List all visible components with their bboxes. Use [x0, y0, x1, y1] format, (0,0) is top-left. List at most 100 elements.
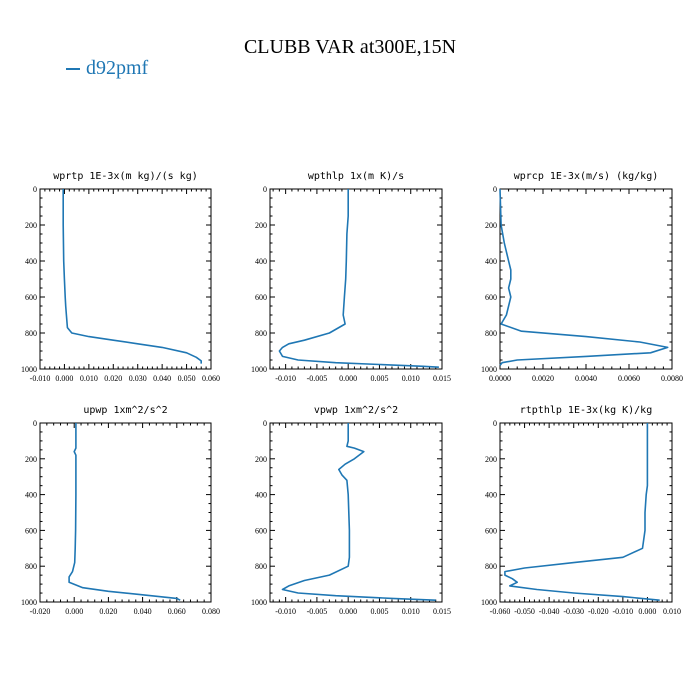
x-tick-label: 0.0000 [489, 374, 511, 383]
subplot-2: wpthlp 1x(m K)/s -0.010 -0.005 0.000 0.005 0.… [251, 171, 451, 383]
series-line [62, 189, 202, 364]
subplot-title: wprcp 1E-3x(m/s) (kg/kg) [514, 171, 659, 182]
y-tick-label: 400 [255, 491, 267, 500]
x-tick-label: -0.010 [275, 607, 296, 616]
y-tick-label: 0 [263, 419, 267, 428]
y-tick-label: 400 [485, 491, 497, 500]
x-tick-label: 0.000 [55, 374, 73, 383]
x-tick-label: 0.010 [402, 607, 420, 616]
x-tick-label: 0.015 [433, 607, 451, 616]
subplot-4: upwp 1xm^2/s^2 -0.020 0.000 0.020 0.040 0.060… [21, 405, 220, 616]
y-tick-label: 1000 [481, 365, 497, 374]
x-tick-label: -0.010 [30, 374, 51, 383]
x-tick-label: -0.060 [490, 607, 511, 616]
y-tick-label: 1000 [251, 598, 267, 607]
x-tick-label: 0.050 [178, 374, 196, 383]
y-tick-label: 600 [485, 526, 497, 535]
series-line [499, 188, 669, 366]
y-tick-label: 0 [493, 185, 497, 194]
x-tick-label: 0.005 [370, 607, 388, 616]
x-tick-label: 0.0080 [661, 374, 683, 383]
y-tick-label: 400 [25, 491, 37, 500]
subplot-title: upwp 1xm^2/s^2 [83, 405, 167, 416]
y-tick-label: 600 [25, 526, 37, 535]
x-tick-label: 0.080 [202, 607, 220, 616]
y-tick-label: 0 [493, 419, 497, 428]
x-tick-label: 0.040 [134, 607, 152, 616]
x-tick-label: 0.005 [370, 374, 388, 383]
x-tick-label: -0.010 [613, 607, 634, 616]
x-tick-label: 0.010 [663, 607, 681, 616]
subplot-1: wprtp 1E-3x(m kg)/(s kg) -0.010 0.000 0.010… [21, 171, 220, 383]
y-tick-label: 600 [485, 293, 497, 302]
x-tick-label: 0.000 [339, 374, 357, 383]
y-tick-label: 400 [485, 257, 497, 266]
subplot-title: rtpthlp 1E-3x(kg K)/kg [520, 405, 652, 416]
y-tick-label: 400 [25, 257, 37, 266]
subplot-title: wpthlp 1x(m K)/s [308, 171, 404, 182]
x-tick-label: 0.060 [168, 607, 186, 616]
x-tick-label: -0.040 [539, 607, 560, 616]
x-tick-label: -0.020 [30, 607, 51, 616]
x-tick-label: 0.020 [99, 607, 117, 616]
x-tick-label: 0.0060 [618, 374, 640, 383]
y-tick-label: 800 [485, 329, 497, 338]
plot-frame [269, 422, 443, 603]
y-tick-label: 0 [33, 419, 37, 428]
subplot-5: vpwp 1xm^2/s^2 -0.010 -0.005 0.000 0.005 0.01… [251, 405, 451, 616]
y-tick-label: 800 [25, 329, 37, 338]
x-tick-label: -0.020 [588, 607, 609, 616]
y-tick-label: 600 [255, 526, 267, 535]
y-tick-label: 600 [255, 293, 267, 302]
x-tick-label: 0.0020 [532, 374, 554, 383]
x-tick-label: 0.0040 [575, 374, 597, 383]
legend-label: d92pmf [86, 57, 149, 79]
y-tick-label: 200 [25, 455, 37, 464]
y-tick-label: 0 [33, 185, 37, 194]
y-tick-label: 800 [485, 562, 497, 571]
x-tick-label: 0.010 [80, 374, 98, 383]
y-tick-label: 1000 [481, 598, 497, 607]
y-tick-label: 200 [485, 221, 497, 230]
series-line [68, 423, 181, 601]
plot-frame [39, 422, 212, 603]
plot-frame [499, 188, 673, 370]
x-tick-label: -0.050 [514, 607, 535, 616]
y-tick-label: 200 [255, 221, 267, 230]
x-tick-label: 0.040 [153, 374, 171, 383]
y-tick-label: 800 [255, 562, 267, 571]
x-tick-label: -0.010 [275, 374, 296, 383]
chart-title: CLUBB VAR at300E,15N [243, 36, 457, 58]
x-tick-label: 0.000 [65, 607, 83, 616]
x-tick-label: 0.020 [104, 374, 122, 383]
series-line [504, 423, 660, 601]
x-tick-label: 0.000 [638, 607, 656, 616]
x-tick-label: 0.010 [402, 374, 420, 383]
x-tick-label: 0.030 [129, 374, 147, 383]
y-tick-label: 800 [25, 562, 37, 571]
x-tick-label: -0.030 [563, 607, 584, 616]
y-tick-label: 200 [25, 221, 37, 230]
plot-frame [499, 422, 673, 603]
subplot-title: wprtp 1E-3x(m kg)/(s kg) [53, 171, 198, 182]
legend-line-swatch [66, 68, 80, 71]
x-tick-label: 0.000 [339, 607, 357, 616]
x-tick-label: 0.060 [202, 374, 220, 383]
y-tick-label: 200 [485, 455, 497, 464]
subplot-3: wprcp 1E-3x(m/s) (kg/kg) 0.0000 0.0020 0.00… [481, 171, 683, 383]
y-tick-label: 0 [263, 185, 267, 194]
series-line [281, 423, 436, 601]
subplot-title: vpwp 1xm^2/s^2 [314, 405, 398, 416]
y-tick-label: 1000 [21, 598, 37, 607]
x-tick-label: 0.015 [433, 374, 451, 383]
legend: d92pmf [66, 57, 148, 80]
y-tick-label: 1000 [251, 365, 267, 374]
y-tick-label: 600 [25, 293, 37, 302]
series-line [278, 189, 439, 368]
y-tick-label: 200 [255, 455, 267, 464]
y-tick-label: 1000 [21, 365, 37, 374]
x-tick-label: -0.005 [307, 374, 328, 383]
x-tick-label: -0.005 [307, 607, 328, 616]
y-tick-label: 800 [255, 329, 267, 338]
